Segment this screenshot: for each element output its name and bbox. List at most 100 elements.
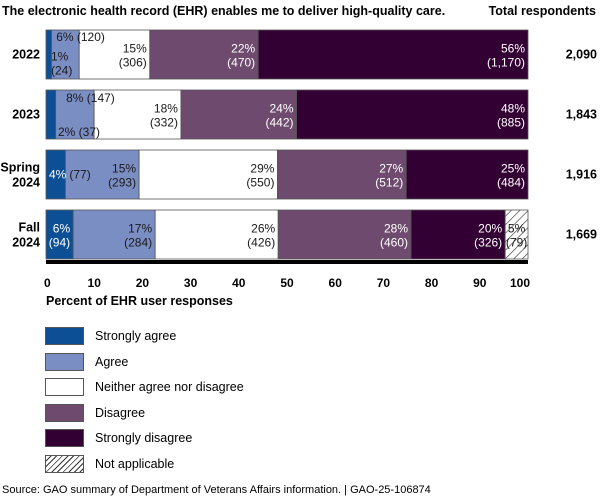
legend-label: Strongly disagree [95, 431, 193, 446]
x-tick-label: 60 [329, 276, 343, 290]
segment-count-label: (460) [380, 236, 408, 250]
bar-segment-strongly-agree [45, 209, 74, 260]
bar-segment-strongly-disagree [257, 29, 529, 80]
segment-count-label: (550) [246, 176, 274, 190]
x-tick-label: 40 [232, 276, 246, 290]
x-tick-label: 20 [136, 276, 150, 290]
bar-segment-disagree [180, 89, 297, 140]
segment-percent-label: 24% [270, 102, 294, 116]
bar-segment-agree [55, 89, 95, 140]
legend-label: Disagree [95, 405, 146, 420]
segment-count-label: (94) [49, 236, 70, 250]
bar-segment-strongly-disagree [405, 149, 529, 200]
segment-percent-label: 29% [250, 162, 274, 176]
total-respondents-value: 1,669 [566, 228, 597, 242]
x-tick-label: 0 [44, 276, 51, 290]
bar-segment-disagree [277, 149, 407, 200]
segment-count-label: (79) [506, 236, 527, 250]
x-tick-labels-group: 0 10 20 30 40 50 60 70 80 90 100 [44, 276, 530, 290]
bar-segment-disagree [277, 209, 412, 260]
bar-segment-strongly-disagree [296, 89, 529, 140]
segment-count-label: (442) [266, 116, 294, 130]
segment-percent-label: 20% [478, 222, 502, 236]
legend-item-strongly-disagree: Strongly disagree [45, 428, 244, 448]
segment-percent-label: 25% [501, 162, 525, 176]
legend-swatch-disagree [45, 403, 84, 422]
total-respondents-value: 1,916 [566, 168, 597, 182]
stacked-bar-chart: 1%(24)6% (120)15%(306)22%(470)56%(1,170)… [0, 29, 597, 290]
source-note: Source: GAO summary of Department of Vet… [2, 484, 431, 496]
bar-segment-neither [138, 149, 278, 200]
x-tick-label: 80 [425, 276, 439, 290]
segment-count-label: (885) [497, 116, 525, 130]
segment-percent-label: 15% [123, 42, 147, 56]
chart-title: The electronic health record (EHR) enabl… [2, 4, 446, 18]
segment-count-label: (332) [150, 116, 178, 130]
x-tick-label: 70 [377, 276, 391, 290]
category-label: 2023 [12, 108, 40, 122]
x-tick-label: 100 [510, 276, 530, 290]
segment-label: 6% (120) [56, 30, 105, 44]
bar-segment-strongly-agree [45, 89, 57, 140]
totals-group: 2,090 1,843 1,916 1,669 [566, 48, 597, 242]
segment-count-label: (426) [247, 236, 275, 250]
segment-percent-label: 6% [53, 222, 71, 236]
legend-item-agree: Agree [45, 352, 244, 372]
segment-label: 8% (147) [66, 91, 115, 105]
bar-segment-disagree [149, 29, 259, 80]
x-tick-label: 30 [184, 276, 198, 290]
segment-count-label: (24) [51, 64, 72, 78]
segment-count-label: (284) [124, 236, 152, 250]
bar-segment-neither [78, 29, 151, 80]
x-tick-label: 90 [473, 276, 487, 290]
bar-segment-agree [64, 149, 140, 200]
bar-segment-neither [93, 89, 182, 140]
bar-segment-agree [51, 29, 80, 80]
category-label: 2024 [12, 176, 40, 190]
segment-percent-label: 48% [501, 102, 525, 116]
segment-count-label: (293) [108, 176, 136, 190]
segment-percent-label: 15% [112, 162, 136, 176]
legend-item-disagree: Disagree [45, 403, 244, 423]
legend-label: Not applicable [95, 456, 175, 471]
legend-label: Neither agree nor disagree [95, 380, 244, 395]
segment-percent-label: 17% [128, 222, 152, 236]
segment-count-label: (1,170) [487, 56, 525, 70]
segment-count-label: (470) [227, 56, 255, 70]
x-tick-label: 10 [88, 276, 102, 290]
segment-percent-label: 22% [231, 42, 255, 56]
segment-label: 2% (37) [58, 125, 100, 139]
legend-label: Agree [95, 354, 129, 369]
segment-count-label: (77) [69, 168, 90, 182]
segment-percent-label: 1% [51, 50, 69, 64]
total-respondents-value: 1,843 [566, 108, 597, 122]
segment-percent-label: 26% [251, 222, 275, 236]
bar-segment-agree [72, 209, 156, 260]
segment-percent-label: 28% [384, 222, 408, 236]
segment-percent-label: 4% [49, 168, 67, 182]
total-respondents-value: 2,090 [566, 48, 597, 62]
bar-segment-not-applicable [504, 209, 529, 260]
segment-percent-label: 56% [501, 42, 525, 56]
category-label: 2024 [12, 236, 40, 250]
segment-percent-label: 5% [508, 222, 526, 236]
legend-swatch-agree [45, 352, 84, 371]
category-label: Spring [0, 161, 40, 175]
category-label: Fall [18, 221, 40, 235]
x-tick-label: 50 [280, 276, 294, 290]
total-respondents-header: Total respondents [488, 4, 596, 18]
legend: Strongly agree Agree Neither agree nor d… [45, 326, 244, 480]
segment-percent-label: 27% [379, 162, 403, 176]
bar-segment-strongly-disagree [410, 209, 506, 260]
segment-count-label: (306) [119, 56, 147, 70]
legend-item-strongly-agree: Strongly agree [45, 326, 244, 346]
legend-swatch-strongly-agree [45, 327, 84, 345]
legend-item-not-applicable: Not applicable [45, 454, 244, 474]
segment-percent-label: 18% [154, 102, 178, 116]
legend-swatch-neither [45, 378, 84, 397]
segment-count-label: (512) [375, 176, 403, 190]
bar-segment-neither [154, 209, 279, 260]
legend-swatch-strongly-disagree [45, 429, 84, 448]
x-axis-line [46, 260, 528, 264]
